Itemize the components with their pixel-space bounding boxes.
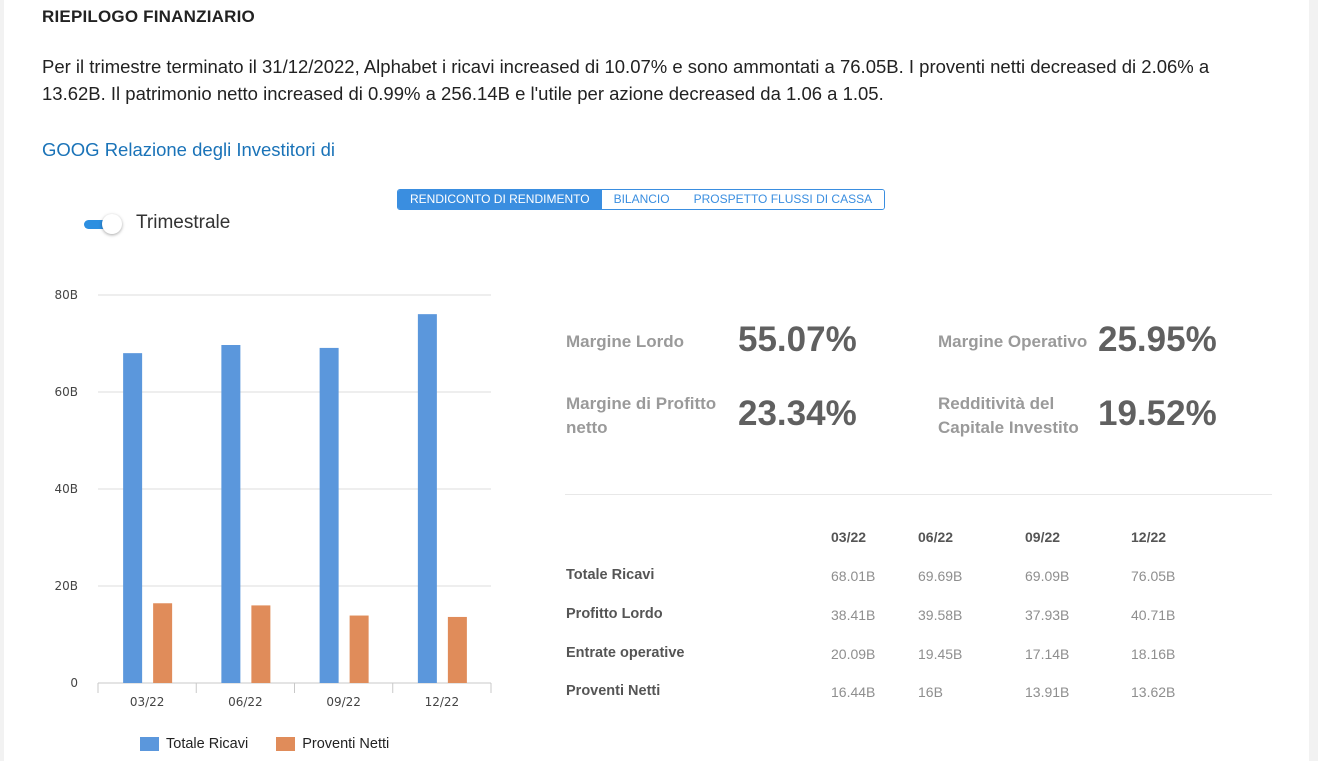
- table-header-q3: 09/22: [1025, 529, 1061, 545]
- table-cell: 18.16B: [1131, 646, 1176, 662]
- table-cell: 40.71B: [1131, 607, 1176, 623]
- bar-total-revenue: [417, 314, 437, 683]
- section-title: RIEPILOGO FINANZIARIO: [42, 7, 255, 26]
- table-cell: 17.14B: [1025, 646, 1070, 662]
- legend-item-net-income[interactable]: Proventi Netti: [276, 736, 389, 752]
- chart-legend: Totale Ricavi Proventi Netti: [140, 736, 389, 752]
- table-cell: 13.91B: [1025, 684, 1070, 700]
- summary-text: Per il trimestre terminato il 31/12/2022…: [42, 56, 1210, 104]
- statement-tabs: RENDICONTO DI RENDIMENTO BILANCIO PROSPE…: [397, 189, 886, 210]
- table-cell: 16B: [918, 684, 943, 700]
- tab-cash-flow[interactable]: PROSPETTO FLUSSI DI CASSA: [681, 190, 885, 209]
- table-cell: 38.41B: [831, 607, 876, 623]
- legend-label-revenue: Totale Ricavi: [166, 736, 249, 752]
- tab-balance-sheet[interactable]: BILANCIO: [601, 190, 682, 209]
- toggle-knob: [102, 214, 122, 234]
- table-header-q2: 06/22: [918, 529, 954, 545]
- toggle-label: Trimestrale: [136, 212, 231, 233]
- row-label-total-revenue: Totale Ricavi: [566, 567, 655, 583]
- metrics-divider: [565, 494, 1272, 495]
- x-tick-label: 12/22: [425, 695, 460, 709]
- metric-value-gross-margin: 55.07%: [738, 320, 857, 359]
- y-tick-label: 80B: [54, 288, 78, 302]
- table-cell: 39.58B: [918, 607, 963, 623]
- table-cell: 13.62B: [1131, 684, 1176, 700]
- metric-value-operating-margin: 25.95%: [1098, 320, 1217, 359]
- bar-total-revenue: [221, 345, 241, 683]
- x-tick-label: 06/22: [228, 695, 263, 709]
- bar-net-income: [153, 603, 173, 683]
- bar-total-revenue: [319, 347, 339, 683]
- row-label-operating-income: Entrate operative: [566, 645, 685, 661]
- bar-net-income: [251, 605, 271, 683]
- metric-value-roi: 19.52%: [1098, 394, 1217, 433]
- table-cell: 16.44B: [831, 684, 876, 700]
- legend-swatch-revenue: [140, 737, 159, 751]
- table-cell: 69.69B: [918, 568, 963, 584]
- tab-income-statement[interactable]: RENDICONTO DI RENDIMENTO: [398, 190, 602, 209]
- table-cell: 76.05B: [1131, 568, 1176, 584]
- table-header-q4: 12/22: [1131, 529, 1167, 545]
- quarterly-toggle[interactable]: [84, 213, 122, 235]
- x-tick-label: 03/22: [130, 695, 165, 709]
- metric-label-gross-margin: Margine Lordo: [566, 332, 685, 351]
- y-tick-label: 20B: [54, 579, 78, 593]
- metric-label-operating-margin: Margine Operativo: [938, 332, 1088, 351]
- toggle-track: [84, 220, 114, 229]
- table-cell: 20.09B: [831, 646, 876, 662]
- metric-label-net-profit-margin: Margine di Profitto netto: [566, 394, 717, 437]
- table-cell: 69.09B: [1025, 568, 1070, 584]
- x-tick-label: 09/22: [326, 695, 361, 709]
- revenue-income-bar-chart: 0 20B 40B 60B 80B 03/22 06/22 09/22 12/22: [54, 288, 492, 709]
- table-cell: 68.01B: [831, 568, 876, 584]
- investor-relations-link[interactable]: GOOG Relazione degli Investitori di: [42, 139, 336, 160]
- metric-label-roi: Redditività del Capitale Investito: [938, 394, 1079, 437]
- legend-item-revenue[interactable]: Totale Ricavi: [140, 736, 248, 752]
- y-tick-label: 40B: [54, 482, 78, 496]
- bar-net-income: [349, 615, 369, 683]
- table-header-q1: 03/22: [831, 529, 867, 545]
- y-tick-label: 60B: [54, 385, 78, 399]
- bar-net-income: [447, 616, 467, 683]
- row-label-gross-profit: Profitto Lordo: [566, 606, 663, 622]
- row-label-net-income: Proventi Netti: [566, 683, 661, 699]
- bar-total-revenue: [123, 353, 143, 683]
- table-cell: 37.93B: [1025, 607, 1070, 623]
- legend-swatch-net-income: [276, 737, 296, 751]
- table-cell: 19.45B: [918, 646, 963, 662]
- legend-label-net-income: Proventi Netti: [302, 736, 390, 752]
- metric-value-net-profit-margin: 23.34%: [738, 394, 857, 433]
- y-tick-label: 0: [70, 676, 78, 690]
